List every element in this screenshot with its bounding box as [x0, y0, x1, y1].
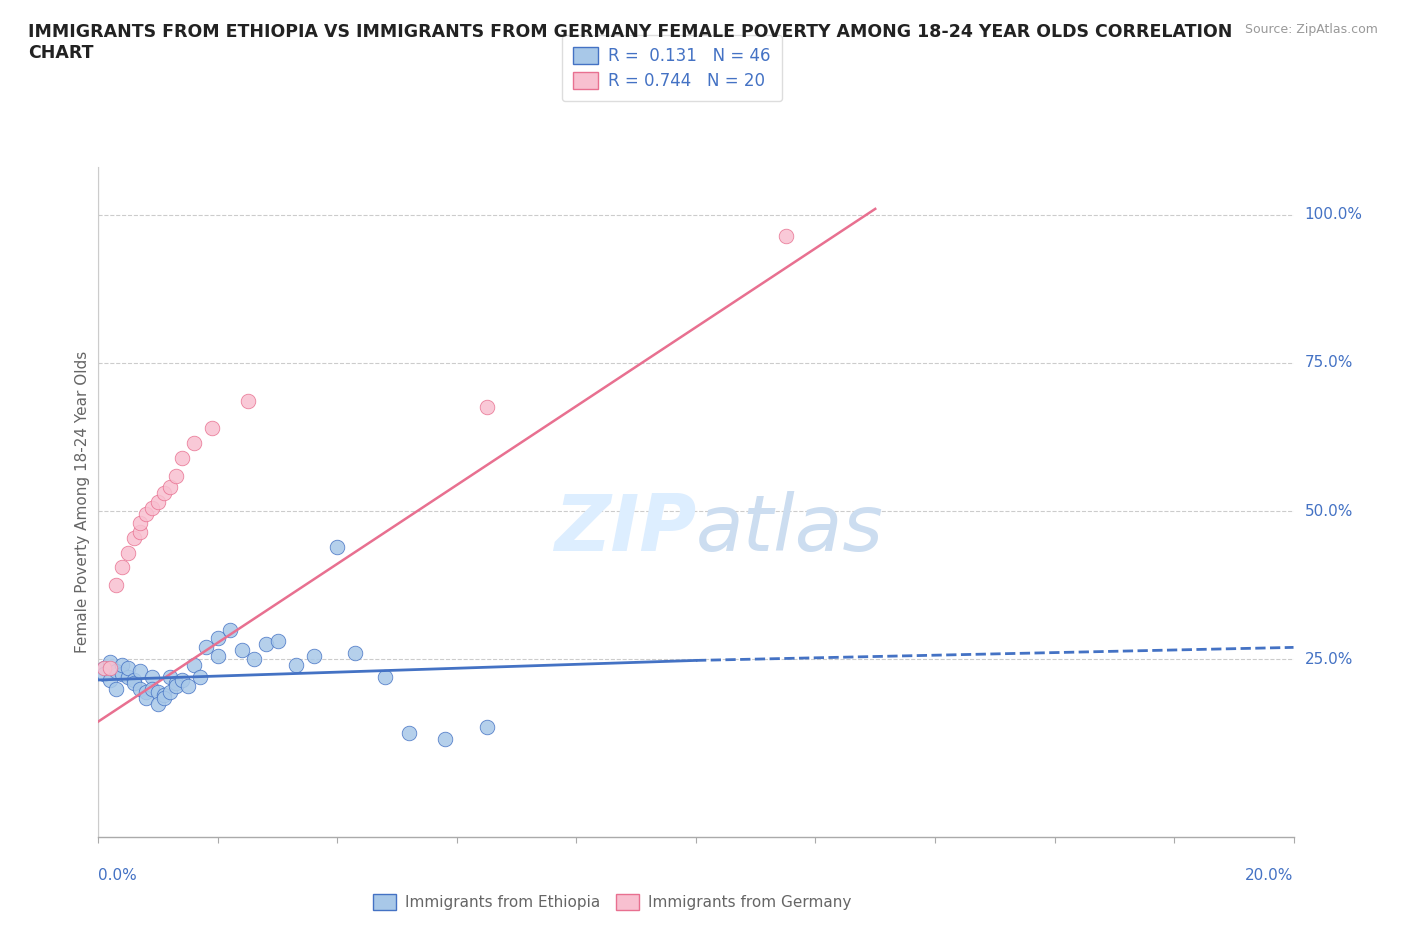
- Point: [231, 643, 253, 658]
- Point: [111, 658, 134, 672]
- Point: [219, 622, 242, 637]
- Point: [236, 394, 259, 409]
- Point: [98, 660, 122, 675]
- Text: 75.0%: 75.0%: [1305, 355, 1353, 370]
- Point: [111, 667, 134, 682]
- Point: [105, 578, 128, 592]
- Point: [159, 684, 181, 699]
- Point: [201, 420, 224, 435]
- Point: [165, 679, 187, 694]
- Y-axis label: Female Poverty Among 18-24 Year Olds: Female Poverty Among 18-24 Year Olds: [75, 352, 90, 654]
- Point: [344, 645, 367, 660]
- Point: [172, 450, 194, 465]
- Point: [93, 667, 115, 682]
- Point: [284, 658, 307, 672]
- Point: [243, 652, 266, 667]
- Point: [165, 675, 187, 690]
- Point: [129, 515, 152, 530]
- Point: [93, 660, 115, 675]
- Point: [105, 682, 128, 697]
- Point: [117, 670, 139, 684]
- Point: [111, 560, 134, 575]
- Point: [129, 525, 152, 539]
- Point: [141, 670, 163, 684]
- Point: [434, 732, 457, 747]
- Legend: Immigrants from Ethiopia, Immigrants from Germany: Immigrants from Ethiopia, Immigrants fro…: [367, 888, 858, 916]
- Point: [135, 690, 157, 705]
- Point: [398, 725, 420, 740]
- Point: [153, 485, 176, 500]
- Point: [775, 228, 797, 243]
- Point: [148, 684, 170, 699]
- Point: [135, 684, 157, 699]
- Text: atlas: atlas: [696, 491, 884, 567]
- Point: [117, 660, 139, 675]
- Point: [194, 640, 218, 655]
- Point: [188, 670, 211, 684]
- Point: [254, 637, 277, 652]
- Point: [148, 495, 170, 510]
- Point: [172, 672, 194, 687]
- Text: Source: ZipAtlas.com: Source: ZipAtlas.com: [1244, 23, 1378, 36]
- Text: 20.0%: 20.0%: [1246, 868, 1294, 883]
- Text: 100.0%: 100.0%: [1305, 207, 1362, 222]
- Text: 50.0%: 50.0%: [1305, 503, 1353, 519]
- Text: IMMIGRANTS FROM ETHIOPIA VS IMMIGRANTS FROM GERMANY FEMALE POVERTY AMONG 18-24 Y: IMMIGRANTS FROM ETHIOPIA VS IMMIGRANTS F…: [28, 23, 1233, 62]
- Point: [302, 649, 325, 664]
- Point: [93, 660, 115, 675]
- Point: [267, 634, 290, 649]
- Point: [326, 539, 349, 554]
- Point: [117, 545, 139, 560]
- Text: 25.0%: 25.0%: [1305, 652, 1353, 667]
- Point: [177, 679, 200, 694]
- Point: [98, 672, 122, 687]
- Point: [153, 687, 176, 702]
- Point: [475, 720, 498, 735]
- Point: [135, 507, 157, 522]
- Text: ZIP: ZIP: [554, 491, 696, 567]
- Point: [159, 670, 181, 684]
- Point: [374, 670, 396, 684]
- Point: [141, 682, 163, 697]
- Point: [141, 500, 163, 515]
- Point: [207, 649, 229, 664]
- Point: [183, 435, 205, 450]
- Point: [124, 530, 146, 545]
- Point: [105, 664, 128, 679]
- Point: [124, 672, 146, 687]
- Point: [165, 468, 187, 483]
- Point: [475, 400, 498, 415]
- Point: [159, 480, 181, 495]
- Point: [148, 697, 170, 711]
- Point: [129, 664, 152, 679]
- Point: [183, 658, 205, 672]
- Point: [153, 690, 176, 705]
- Point: [207, 631, 229, 646]
- Point: [124, 675, 146, 690]
- Point: [129, 682, 152, 697]
- Text: 0.0%: 0.0%: [98, 868, 138, 883]
- Point: [98, 655, 122, 670]
